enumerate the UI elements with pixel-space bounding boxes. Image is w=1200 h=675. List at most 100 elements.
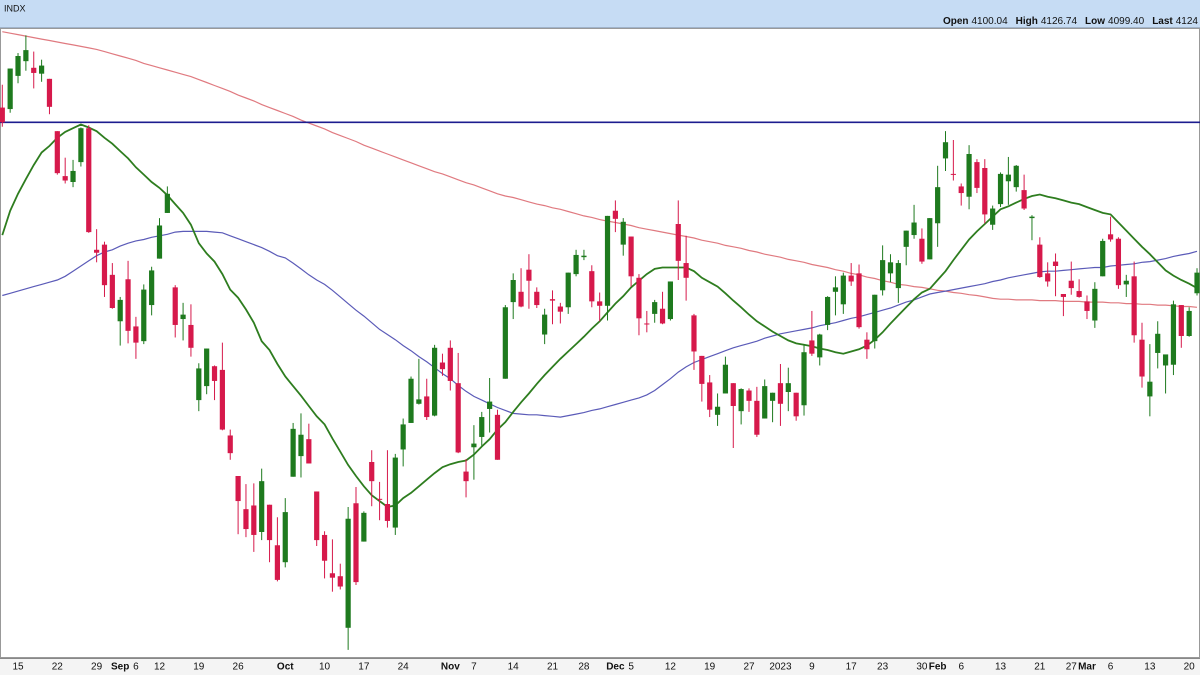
- candle-body: [644, 323, 650, 325]
- candle-body: [667, 281, 673, 320]
- candle-body: [785, 383, 791, 392]
- candle-body: [880, 260, 886, 291]
- candle-body: [31, 67, 37, 73]
- candle-body: [487, 401, 493, 409]
- x-tick-label: Nov: [441, 662, 460, 673]
- candle-body: [361, 512, 367, 542]
- candle-body: [895, 263, 901, 289]
- candle-body: [754, 400, 760, 435]
- candle-body: [266, 504, 273, 541]
- candle-body: [1123, 280, 1129, 285]
- candle-body: [872, 294, 878, 342]
- candle-body: [337, 576, 343, 587]
- candle-body: [1170, 304, 1177, 365]
- x-tick-label: Mar: [1078, 662, 1096, 673]
- candle-body: [251, 505, 257, 535]
- candle-body: [903, 230, 909, 247]
- candle-body: [306, 439, 312, 464]
- candle-body: [172, 287, 178, 325]
- x-tick-label: 17: [358, 662, 370, 673]
- candle-body: [376, 498, 383, 500]
- candle-body: [1060, 294, 1066, 297]
- readout-label: Open: [943, 16, 969, 27]
- x-tick-label: 10: [319, 662, 331, 673]
- candle-body: [589, 271, 595, 302]
- candle-body: [227, 435, 233, 454]
- candle-body: [809, 340, 815, 354]
- candle-body: [78, 128, 84, 163]
- candle-body: [1100, 240, 1106, 277]
- candle-body: [196, 368, 202, 401]
- candle-body: [990, 208, 996, 225]
- candle-body: [707, 382, 713, 410]
- candle-body: [314, 491, 320, 541]
- candle-body: [1186, 310, 1192, 336]
- candle-body: [1162, 354, 1169, 366]
- candle-body: [204, 348, 210, 387]
- candle-body: [369, 462, 375, 482]
- x-tick-label: 6: [133, 662, 139, 673]
- candle-body: [447, 347, 453, 381]
- candle-body: [982, 168, 988, 215]
- x-tick-label: 14: [508, 662, 520, 673]
- candle-body: [1021, 190, 1027, 209]
- candle-body: [652, 302, 658, 314]
- candle-body: [722, 364, 729, 394]
- candle-body: [526, 269, 532, 281]
- candle-body: [424, 396, 430, 418]
- candle-body: [573, 254, 579, 275]
- candle-body: [675, 224, 681, 261]
- x-tick-label: 27: [743, 662, 755, 673]
- candle-body: [70, 170, 76, 182]
- x-tick-label: 26: [233, 662, 245, 673]
- candle-body: [1131, 276, 1137, 336]
- candle-body: [274, 545, 280, 580]
- candle-body: [534, 291, 540, 306]
- candle-body: [1076, 291, 1082, 297]
- x-tick-label: 22: [52, 662, 64, 673]
- candle-body: [597, 301, 603, 306]
- candle-body: [942, 142, 949, 159]
- candle-body: [1005, 174, 1011, 182]
- candle-body: [329, 573, 336, 578]
- candle-body: [94, 249, 100, 253]
- candle-body: [510, 280, 516, 303]
- candle-body: [117, 299, 123, 322]
- candle-body: [557, 306, 563, 312]
- candle-body: [1084, 301, 1090, 311]
- candle-body: [149, 270, 155, 306]
- candle-body: [683, 263, 689, 278]
- candle-body: [282, 512, 288, 563]
- candle-body: [432, 347, 438, 416]
- readout-value: 4099.40: [1108, 16, 1145, 27]
- candle-body: [1013, 165, 1019, 188]
- moving-average-line: [2, 230, 1198, 418]
- header-bar: [0, 0, 1200, 28]
- readout-label: Low: [1085, 16, 1105, 27]
- candle-body: [887, 262, 894, 274]
- candle-body: [0, 107, 5, 123]
- candle-body: [856, 273, 862, 328]
- x-tick-label: Dec: [606, 662, 625, 673]
- x-tick-label: 5: [628, 662, 634, 673]
- candle-body: [636, 277, 642, 319]
- x-axis-strip: [0, 659, 1200, 675]
- candle-body: [290, 428, 296, 477]
- x-tick-label: 21: [547, 662, 559, 673]
- candle-body: [974, 162, 980, 188]
- readout-label: High: [1016, 16, 1038, 27]
- candle-body: [714, 406, 721, 415]
- candle-body: [691, 315, 697, 352]
- x-tick-label: 19: [193, 662, 205, 673]
- candle-body: [471, 443, 477, 448]
- x-tick-label: 6: [958, 662, 964, 673]
- candle-body: [188, 324, 194, 348]
- x-tick-label: 12: [154, 662, 166, 673]
- candle-body: [825, 296, 831, 325]
- candle-body: [408, 378, 414, 423]
- x-tick-label: 29: [91, 662, 103, 673]
- candle-body: [133, 326, 139, 343]
- candle-body: [1092, 288, 1098, 321]
- candle-body: [762, 386, 768, 419]
